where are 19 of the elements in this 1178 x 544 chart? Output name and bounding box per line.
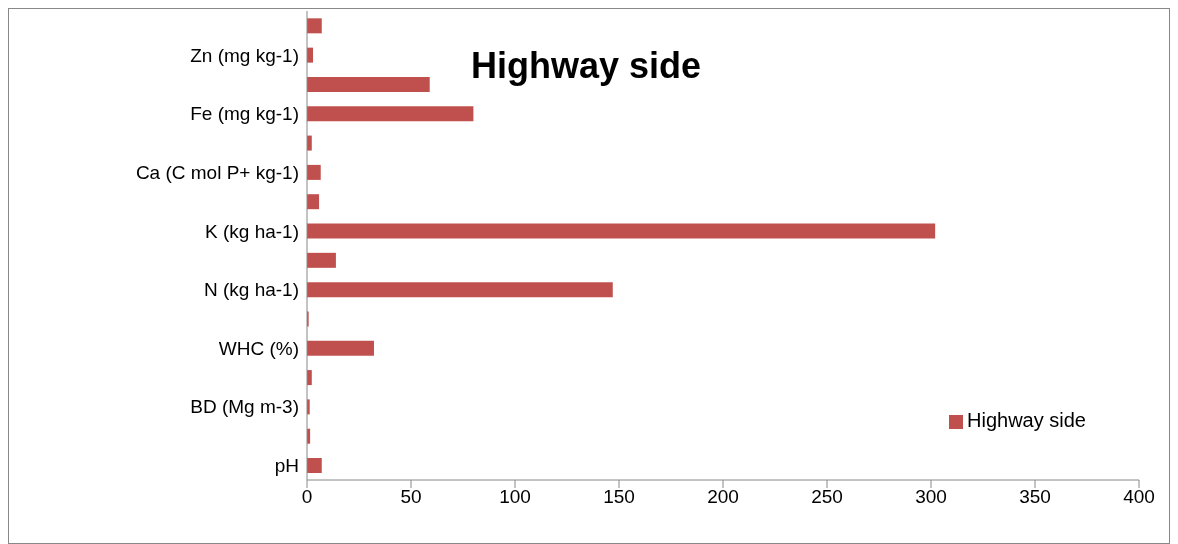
x-tick-label: 400	[1123, 486, 1155, 508]
y-tick-label: Fe (mg kg-1)	[190, 103, 299, 125]
y-tick-label: K (kg ha-1)	[205, 220, 299, 242]
y-tick-label: WHC (%)	[218, 337, 299, 359]
y-tick-label: pH	[274, 455, 299, 477]
x-tick-label: 200	[707, 486, 739, 508]
legend-label: Highway side	[967, 409, 1086, 431]
y-tick-label: Ca (C mol P+ kg-1)	[135, 161, 299, 183]
y-tick-label: BD (Mg m-3)	[190, 396, 299, 418]
text: Highway side	[471, 45, 702, 87]
x-tick-label: 100	[499, 486, 531, 508]
x-tick-label: 150	[603, 486, 635, 508]
x-tick-label: 300	[915, 486, 947, 508]
y-tick-label: Zn (mg kg-1)	[190, 44, 299, 66]
y-tick-label: N (kg ha-1)	[203, 279, 299, 301]
x-tick-label: 350	[1019, 486, 1051, 508]
x-tick-label: 0	[301, 486, 313, 508]
x-tick-label: 50	[400, 486, 422, 508]
x-tick-label: 250	[811, 486, 843, 508]
